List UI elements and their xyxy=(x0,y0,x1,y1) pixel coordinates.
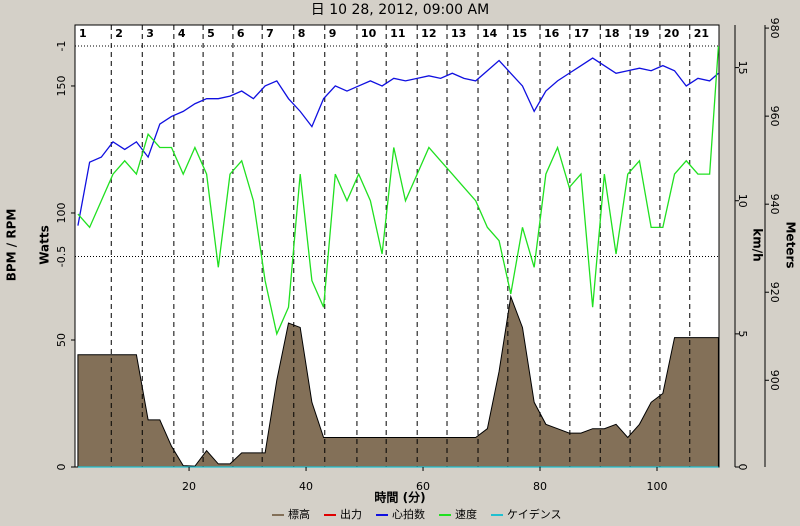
y2-tick-label: 0 xyxy=(736,464,749,471)
lap-label: 15 xyxy=(512,27,527,40)
y3-tick-label: 900 xyxy=(768,370,781,391)
y3-tick-label: 920 xyxy=(768,282,781,303)
lap-label: 9 xyxy=(329,27,337,40)
y-tick-label: 0 xyxy=(55,464,68,471)
x-tick-label: 100 xyxy=(646,480,667,493)
y2-tick-label: 10 xyxy=(736,194,749,208)
lap-label: 3 xyxy=(146,27,154,40)
y2-axis-title: km/h xyxy=(751,228,765,261)
legend-label: ケイデンス xyxy=(507,507,562,521)
lap-label: 1 xyxy=(79,27,87,40)
lap-label: 12 xyxy=(421,27,436,40)
series-line xyxy=(77,46,720,336)
lap-label: 19 xyxy=(634,27,649,40)
lap-label: 4 xyxy=(178,27,186,40)
lap-label: 8 xyxy=(298,27,306,40)
lap-label: 11 xyxy=(390,27,405,40)
legend-label: 標高 xyxy=(288,507,310,521)
lap-label: 6 xyxy=(237,27,245,40)
lap-label: 21 xyxy=(694,27,709,40)
y3-tick-label: 940 xyxy=(768,194,781,215)
lap-label: 7 xyxy=(266,27,274,40)
lap-label: 18 xyxy=(604,27,619,40)
x-tick-label: 60 xyxy=(416,480,430,493)
lap-label: 13 xyxy=(451,27,466,40)
y3-tick-label: 960 xyxy=(768,106,781,127)
y-tick-label: 150 xyxy=(55,75,68,96)
legend-label: 心拍数 xyxy=(392,507,425,521)
series-line xyxy=(77,57,719,226)
lap-label: 17 xyxy=(574,27,589,40)
watts-tick-label: -1 xyxy=(55,41,68,52)
lap-label: 16 xyxy=(544,27,560,40)
x-tick-label: 20 xyxy=(182,480,196,493)
y-tick-label: 100 xyxy=(55,202,68,223)
lap-label: 2 xyxy=(115,27,123,40)
lap-label: 5 xyxy=(207,27,215,40)
legend-label: 速度 xyxy=(455,507,477,521)
x-axis-title: 時間 (分) xyxy=(374,490,425,505)
watts-axis-title: Watts xyxy=(38,225,52,265)
chart-title: 日 10 28, 2012, 09:00 AM xyxy=(311,2,489,18)
x-tick-label: 80 xyxy=(533,480,547,493)
lap-label: 14 xyxy=(482,27,498,40)
y3-tick-label: 980 xyxy=(768,18,781,39)
y-tick-label: 50 xyxy=(55,333,68,347)
legend-label: 出力 xyxy=(340,507,362,521)
y2-tick-label: 5 xyxy=(736,330,749,337)
y-axis-title: BPM / RPM xyxy=(5,209,19,282)
x-tick-label: 40 xyxy=(299,480,313,493)
watts-tick-label: -0.5 xyxy=(55,246,68,267)
lap-label: 20 xyxy=(664,27,680,40)
y3-axis-title: Meters xyxy=(784,221,798,268)
y2-tick-label: 15 xyxy=(736,61,749,75)
plot-area xyxy=(74,24,720,468)
lap-label: 10 xyxy=(361,27,377,40)
